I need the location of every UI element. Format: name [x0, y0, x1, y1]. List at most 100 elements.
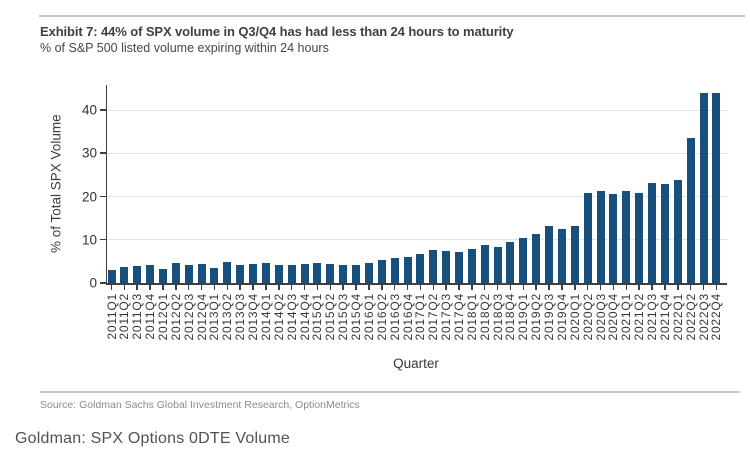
x-axis-tick: [226, 285, 229, 290]
x-tick-label: 2014Q1: [258, 293, 273, 341]
x-axis-tick: [329, 285, 332, 290]
bar: [596, 191, 605, 283]
x-axis-tick: [149, 285, 151, 290]
exhibit-subtitle: % of S&P 500 listed volume expiring with…: [40, 41, 329, 55]
x-tick-label: 2021Q4: [657, 293, 672, 341]
x-axis-tick: [535, 285, 537, 290]
bar: [236, 264, 245, 283]
bar: [712, 92, 721, 283]
x-tick-label: 2018Q1: [464, 293, 479, 341]
bar: [493, 247, 502, 283]
bar: [107, 270, 116, 283]
bar: [532, 234, 541, 283]
y-axis-title: % of Total SPX Volume: [48, 114, 64, 254]
plot-area: 0 10 20 30 40 2011Q1 2011Q2 2011Q3 2011Q4 2012Q1 2…: [82, 85, 727, 341]
bar: [454, 251, 463, 283]
x-axis-tick: [471, 285, 473, 290]
x-axis-tick: [213, 285, 216, 290]
x-tick-label: 2012Q1: [155, 293, 170, 341]
bar: [660, 184, 669, 283]
bar: [249, 263, 258, 283]
x-axis-tick: [483, 285, 486, 290]
x-tick-label: 2022Q2: [683, 293, 698, 341]
x-axis-tick: [342, 285, 344, 290]
x-tick-label: 2016Q3: [387, 293, 402, 341]
bar: [287, 265, 296, 283]
bar: [673, 179, 682, 283]
bar: [274, 264, 283, 283]
x-axis-tick: [419, 285, 422, 290]
gridline: [107, 196, 727, 198]
x-tick-label: 2016Q1: [361, 293, 376, 341]
x-axis-tick: [136, 285, 138, 290]
bar: [261, 262, 270, 283]
bar: [442, 251, 451, 283]
x-tick-label: 2021Q3: [645, 293, 660, 341]
bar: [686, 138, 695, 283]
bar: [403, 257, 412, 283]
bar: [648, 182, 657, 283]
x-axis-tick: [612, 285, 615, 290]
source-divider: [40, 391, 740, 393]
bar: [506, 242, 515, 283]
x-axis-title: Quarter: [393, 356, 439, 371]
y-tick-label: 0: [89, 275, 97, 291]
x-tick-label: 2013Q4: [246, 293, 261, 341]
x-axis-tick: [599, 285, 602, 290]
bar: [133, 266, 142, 283]
x-axis-tick: [586, 285, 589, 290]
x-axis-tick: [162, 285, 164, 290]
x-axis-tick: [496, 285, 499, 290]
x-axis-tick: [252, 285, 254, 290]
bar: [377, 259, 386, 283]
bar: [223, 261, 232, 283]
x-axis-tick: [522, 285, 525, 290]
x-axis-tick: [715, 285, 718, 290]
x-axis-tick: [265, 285, 267, 290]
x-axis-tick: [509, 285, 512, 290]
x-tick-label: 2019Q4: [554, 293, 569, 341]
y-axis-tick: [100, 238, 106, 241]
x-tick-label: 2014Q2: [271, 293, 286, 341]
x-axis-tick: [574, 285, 576, 290]
x-axis-tick: [175, 285, 177, 290]
bar: [313, 263, 322, 283]
bar: [699, 92, 708, 283]
x-axis-tick: [200, 285, 203, 290]
source-note: Source: Goldman Sachs Global Investment …: [40, 399, 360, 411]
bar: [416, 253, 425, 283]
bar: [352, 264, 361, 283]
gridline: [107, 152, 727, 154]
x-tick-label: 2019Q3: [542, 293, 557, 341]
bar: [545, 225, 554, 283]
bar: [429, 250, 438, 283]
x-axis-tick: [677, 285, 679, 290]
exhibit-title: Exhibit 7: 44% of SPX volume in Q3/Q4 ha…: [40, 24, 514, 39]
x-axis-tick: [638, 285, 640, 290]
bar: [158, 268, 167, 283]
x-axis-tick: [561, 285, 563, 290]
bar: [467, 249, 476, 283]
bar: [480, 245, 489, 283]
gridline: [107, 239, 727, 241]
x-tick-label: 2012Q3: [181, 293, 196, 341]
x-axis-tick: [239, 285, 241, 290]
x-axis-tick: [548, 285, 550, 290]
bar: [364, 263, 373, 283]
bar: [390, 257, 399, 283]
x-axis-tick: [393, 285, 396, 290]
y-tick-label: 40: [81, 102, 97, 118]
x-axis-tick: [664, 285, 666, 290]
bar: [146, 265, 155, 283]
x-tick-label: 2015Q4: [349, 293, 364, 341]
gridline: [107, 109, 727, 111]
bar: [120, 267, 129, 283]
bar: [570, 225, 579, 283]
bar: [557, 229, 566, 283]
x-axis-tick: [445, 285, 447, 290]
x-tick-label: 2022Q4: [709, 293, 724, 341]
x-tick-label: 2022Q1: [670, 293, 685, 341]
y-axis-tick: [100, 109, 106, 111]
y-tick-label: 30: [81, 145, 97, 161]
